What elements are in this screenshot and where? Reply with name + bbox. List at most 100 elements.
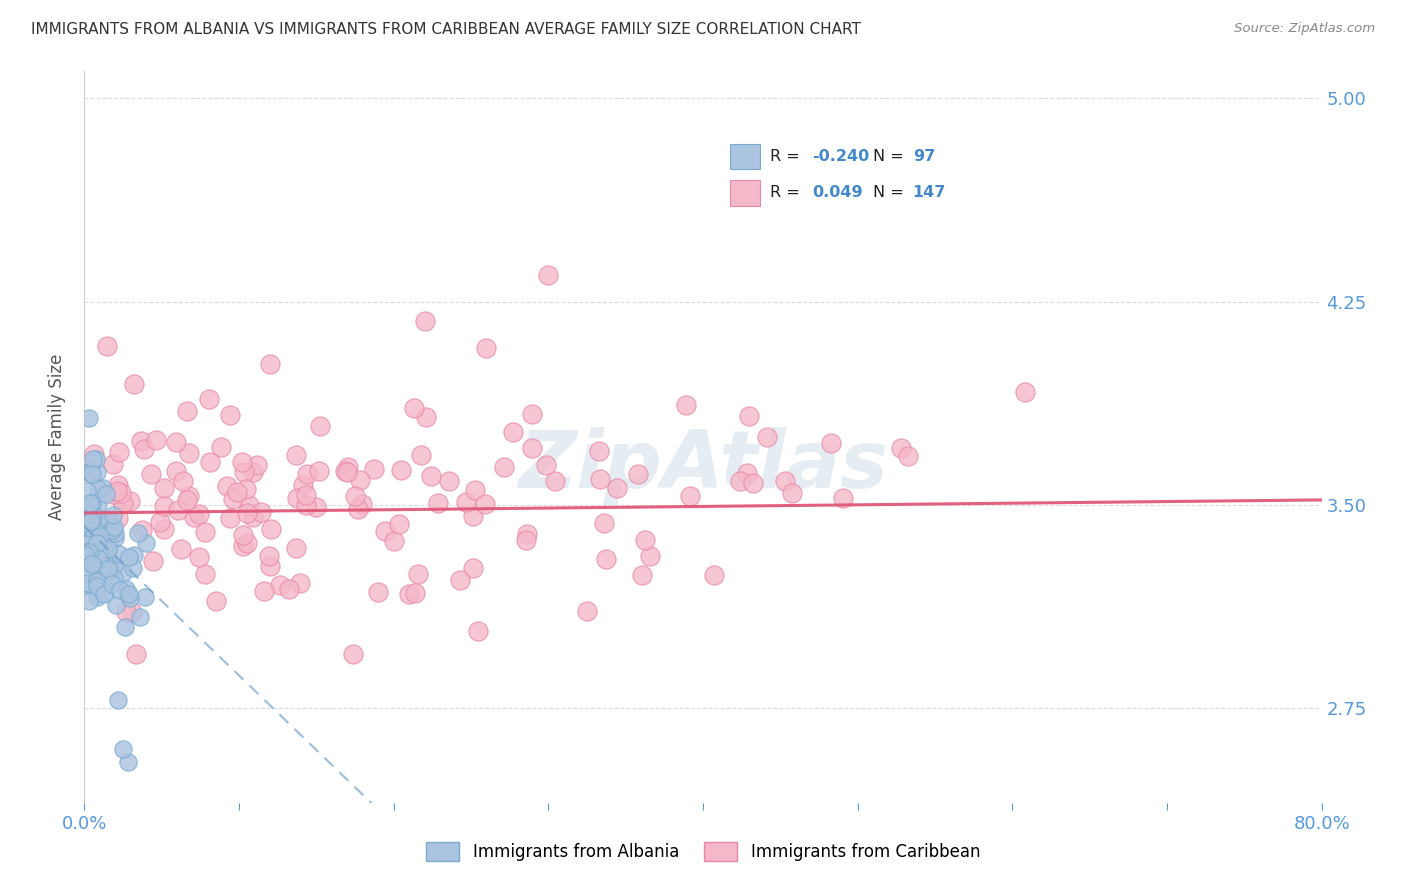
- Point: [118, 549, 141, 564]
- Point: [117, 587, 139, 601]
- Point: [295, 467, 318, 481]
- Point: [100, 523, 122, 537]
- Point: [105, 598, 128, 612]
- Point: [780, 486, 803, 500]
- Point: [177, 489, 200, 503]
- Point: [404, 401, 426, 416]
- Point: [308, 464, 330, 478]
- Point: [233, 466, 256, 480]
- Point: [516, 527, 538, 541]
- Point: [631, 567, 654, 582]
- Point: [337, 459, 360, 474]
- Point: [86, 465, 108, 479]
- Point: [82, 467, 104, 481]
- Point: [108, 582, 131, 597]
- Point: [415, 410, 437, 425]
- Point: [235, 482, 257, 496]
- FancyBboxPatch shape: [730, 144, 761, 169]
- Point: [97, 527, 120, 541]
- Point: [80, 579, 103, 593]
- Point: [94, 487, 117, 501]
- Point: [215, 478, 238, 492]
- Point: [773, 474, 796, 488]
- Point: [292, 478, 315, 492]
- Text: -0.240: -0.240: [811, 149, 869, 164]
- Point: [522, 441, 544, 455]
- Point: [112, 741, 135, 756]
- Point: [77, 524, 100, 538]
- Point: [84, 558, 107, 572]
- Point: [388, 517, 411, 532]
- Point: [134, 442, 156, 456]
- Point: [129, 434, 152, 449]
- Point: [284, 541, 307, 556]
- Point: [419, 469, 441, 483]
- Point: [897, 449, 920, 463]
- Point: [464, 483, 486, 497]
- Point: [176, 404, 198, 418]
- Point: [90, 512, 112, 526]
- Point: [76, 483, 98, 498]
- Point: [209, 440, 232, 454]
- Point: [588, 443, 610, 458]
- Point: [679, 489, 702, 503]
- Point: [278, 582, 301, 596]
- Point: [86, 590, 108, 604]
- Point: [101, 487, 124, 501]
- Point: [236, 506, 259, 520]
- Point: [295, 498, 318, 512]
- Point: [461, 509, 484, 524]
- Point: [97, 559, 120, 574]
- Point: [80, 467, 103, 481]
- Point: [93, 587, 115, 601]
- Point: [259, 558, 281, 573]
- Point: [94, 585, 117, 599]
- Point: [80, 542, 103, 557]
- Point: [409, 448, 432, 462]
- Point: [634, 533, 657, 547]
- Point: [93, 524, 115, 539]
- Point: [75, 534, 97, 549]
- Point: [77, 465, 100, 479]
- Point: [103, 558, 125, 572]
- Point: [104, 532, 127, 546]
- Point: [194, 566, 217, 581]
- Point: [198, 392, 221, 406]
- Point: [492, 459, 515, 474]
- Text: 97: 97: [912, 149, 935, 164]
- Point: [367, 585, 389, 599]
- Text: N =: N =: [873, 149, 908, 164]
- Point: [122, 561, 145, 575]
- Point: [105, 484, 128, 499]
- Point: [122, 548, 145, 562]
- Point: [103, 571, 125, 585]
- Point: [82, 451, 104, 466]
- Point: [170, 542, 193, 557]
- Point: [80, 539, 103, 553]
- Point: [589, 472, 612, 486]
- Point: [145, 433, 167, 447]
- Point: [77, 511, 100, 525]
- Point: [703, 568, 725, 582]
- Point: [101, 508, 124, 522]
- Point: [153, 499, 176, 513]
- Point: [107, 478, 129, 492]
- Point: [294, 488, 316, 502]
- Point: [86, 574, 108, 589]
- Point: [100, 577, 122, 591]
- Point: [115, 605, 138, 619]
- Point: [346, 502, 368, 516]
- Point: [82, 507, 104, 521]
- Point: [398, 587, 420, 601]
- Point: [79, 500, 101, 514]
- Point: [288, 575, 311, 590]
- Point: [77, 566, 100, 580]
- Point: [84, 541, 107, 556]
- Point: [454, 495, 477, 509]
- Point: [80, 512, 103, 526]
- Point: [134, 590, 156, 604]
- Point: [86, 547, 108, 561]
- Point: [389, 463, 412, 477]
- Point: [120, 494, 142, 508]
- Point: [96, 550, 118, 565]
